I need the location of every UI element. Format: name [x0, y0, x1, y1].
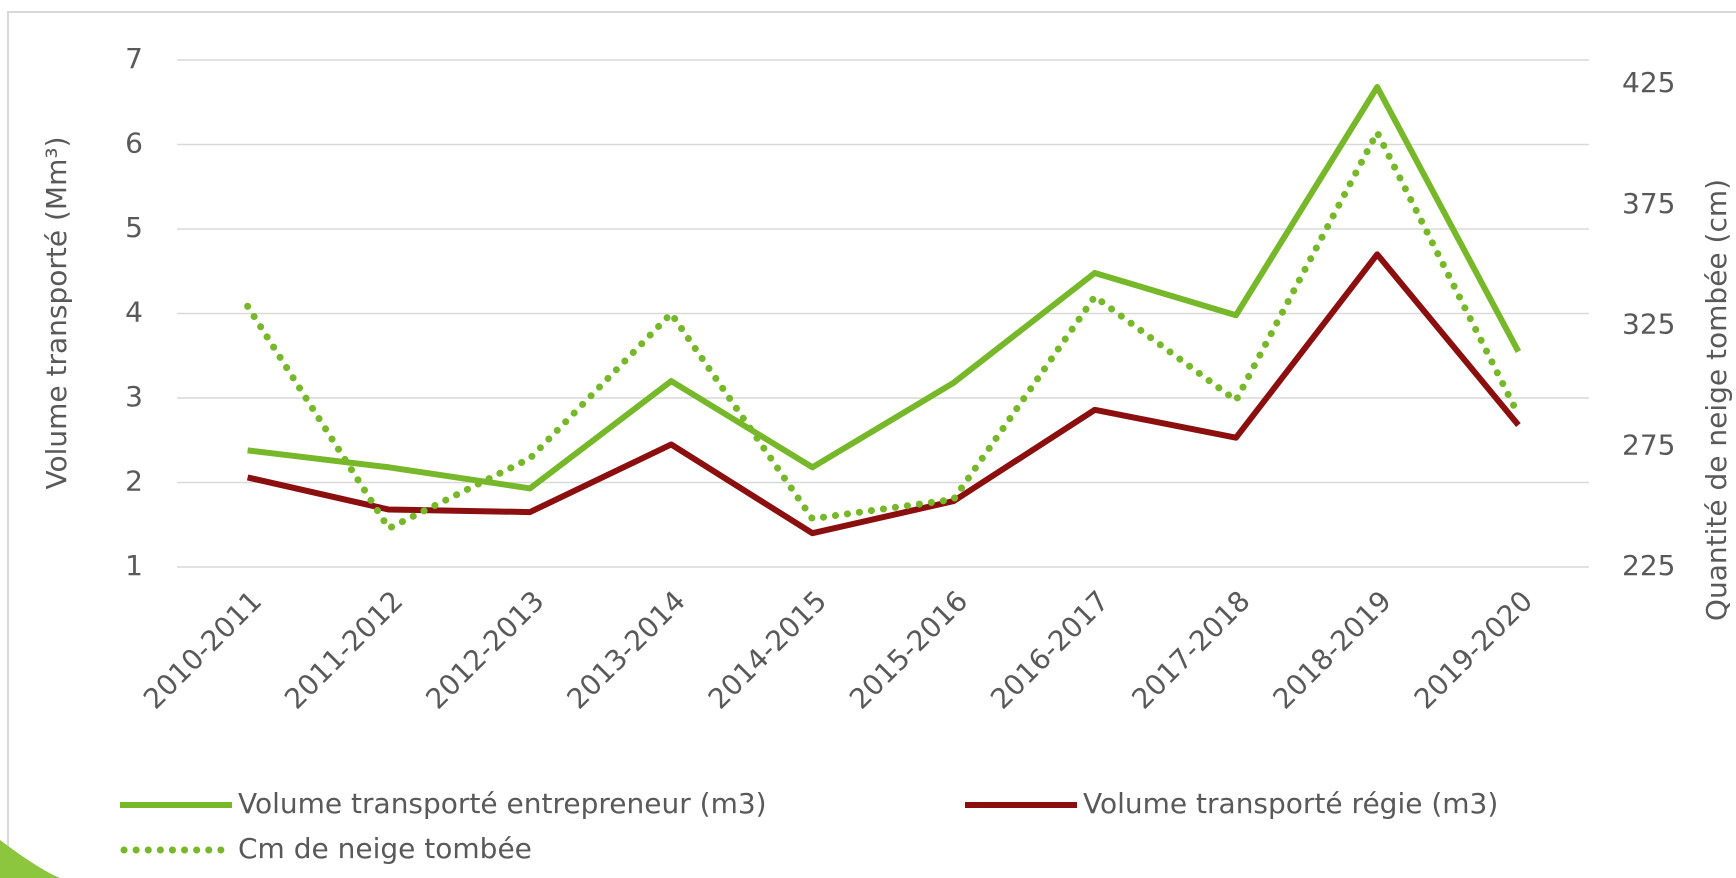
y2-tick-label: 375 [1622, 187, 1675, 220]
series-line [244, 128, 1522, 532]
y2-tick-label: 325 [1622, 308, 1675, 341]
legend-label: Volume transporté entrepreneur (m3) [238, 787, 767, 820]
series-line [247, 84, 1522, 492]
x-tick-label: 2013-2014 [561, 584, 692, 715]
y2-tick-label: 425 [1622, 66, 1675, 99]
y-tick-label: 4 [125, 296, 143, 329]
y-tick-label: 7 [125, 42, 143, 75]
legend-label: Cm de neige tombée [238, 832, 532, 865]
y-axis-label: Volume transporté (Mm³) [40, 136, 73, 489]
chart-border [7, 11, 1736, 878]
series-line [246, 251, 1521, 537]
x-tick-label: 2011-2012 [278, 584, 409, 715]
y2-tick-label: 225 [1622, 549, 1675, 582]
x-tick-label: 2017-2018 [1125, 584, 1256, 715]
x-tick-label: 2019-2020 [1408, 584, 1539, 715]
x-tick-label: 2018-2019 [1267, 584, 1398, 715]
x-tick-label: 2016-2017 [984, 584, 1115, 715]
x-tick-label: 2014-2015 [702, 584, 833, 715]
y-tick-label: 3 [125, 380, 143, 413]
y-tick-label: 5 [125, 211, 143, 244]
y-tick-label: 6 [125, 127, 143, 160]
decoration [0, 840, 60, 878]
x-tick-label: 2010-2011 [137, 584, 268, 715]
x-tick-label: 2012-2013 [419, 584, 550, 715]
y2-tick-label: 275 [1622, 428, 1675, 461]
y2-axis-label: Quantité de neige tombée (cm) [1700, 179, 1733, 621]
y-tick-label: 2 [125, 465, 143, 498]
legend-label: Volume transporté régie (m3) [1083, 787, 1498, 820]
x-tick-label: 2015-2016 [843, 584, 974, 715]
y-tick-label: 1 [125, 549, 143, 582]
